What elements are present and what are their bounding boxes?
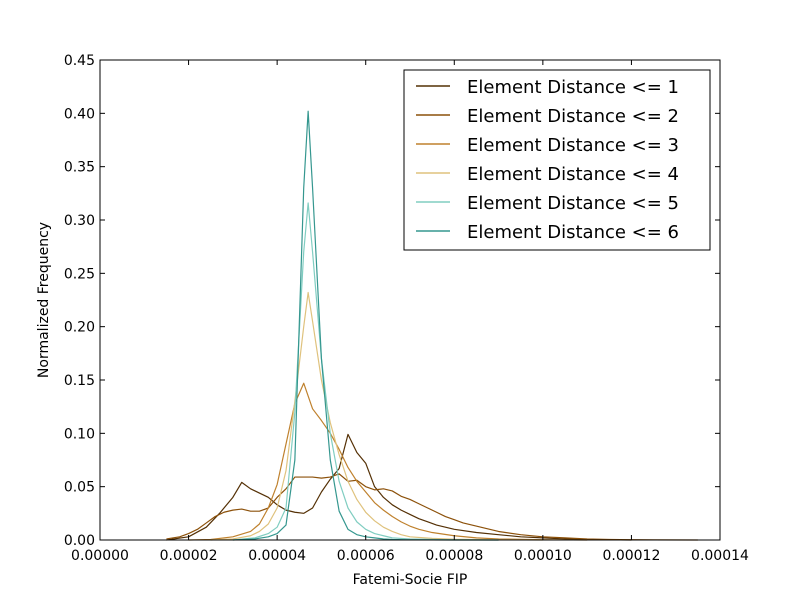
- legend-label-3: Element Distance <= 3: [467, 135, 679, 156]
- y-tick-label: 0.05: [64, 480, 95, 496]
- legend-label-5: Element Distance <= 5: [467, 193, 679, 214]
- y-axis: 0.00 0.05 0.10 0.15 0.20 0.25 0.30 0.35 0.40 0.45: [64, 53, 720, 549]
- x-tick-label: 0.00004: [248, 548, 306, 564]
- y-tick-label: 0.15: [64, 373, 95, 389]
- y-tick-label: 0.10: [64, 426, 95, 442]
- series-line-4: [210, 291, 543, 541]
- legend-label-4: Element Distance <= 4: [467, 164, 679, 185]
- x-tick-label: 0.00008: [425, 548, 483, 564]
- legend-label-1: Element Distance <= 1: [467, 77, 679, 98]
- series-line-1: [166, 433, 632, 541]
- y-tick-label: 0.00: [64, 533, 95, 549]
- plot-frame: [99, 59, 721, 541]
- x-tick-label: 0.00002: [160, 548, 218, 564]
- y-tick-label: 0.40: [64, 106, 95, 122]
- x-tick-label: 0.00000: [71, 548, 129, 564]
- y-tick-label: 0.35: [64, 160, 95, 176]
- series-line-5: [232, 202, 499, 541]
- x-tick-label: 0.00006: [337, 548, 395, 564]
- x-tick-label: 0.00010: [514, 548, 572, 564]
- legend: Element Distance <= 1 Element Distance <=…: [403, 69, 711, 251]
- series-line-6: [232, 110, 499, 541]
- series-layer: [166, 110, 698, 541]
- x-tick-label: 0.00012: [602, 548, 660, 564]
- legend-box: [403, 69, 711, 251]
- y-tick-label: 0.25: [64, 266, 95, 282]
- y-axis-label: Normalized Frequency: [36, 222, 52, 378]
- series-line-2: [166, 473, 698, 541]
- legend-label-2: Element Distance <= 2: [467, 106, 679, 127]
- legend-label-6: Element Distance <= 6: [467, 222, 679, 243]
- x-tick-label: 0.00014: [691, 548, 749, 564]
- x-axis-label: Fatemi-Socie FIP: [353, 572, 468, 588]
- y-tick-label: 0.45: [64, 53, 95, 69]
- x-axis: 0.00000 0.00002 0.00004 0.00006 0.00008 0.000…: [71, 60, 749, 564]
- y-tick-label: 0.30: [64, 213, 95, 229]
- y-tick-label: 0.20: [64, 320, 95, 336]
- series-line-3: [188, 382, 588, 541]
